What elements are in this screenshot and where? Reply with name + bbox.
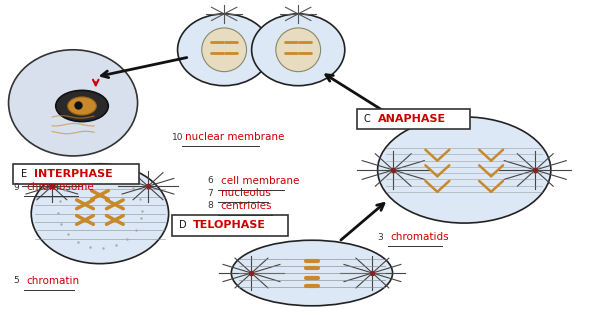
FancyBboxPatch shape [172, 215, 288, 236]
Text: nucleolus: nucleolus [221, 188, 271, 198]
Ellipse shape [56, 90, 108, 122]
Ellipse shape [68, 97, 97, 115]
Text: INTERPHASE: INTERPHASE [34, 169, 113, 179]
Text: 6: 6 [208, 176, 213, 186]
Text: 9: 9 [13, 183, 19, 192]
Ellipse shape [31, 164, 169, 264]
Ellipse shape [377, 117, 551, 223]
FancyBboxPatch shape [357, 109, 470, 129]
Ellipse shape [232, 240, 392, 306]
FancyBboxPatch shape [13, 164, 139, 184]
Ellipse shape [8, 50, 137, 156]
Text: nuclear membrane: nuclear membrane [185, 132, 284, 142]
Text: 5: 5 [13, 276, 19, 285]
Text: 10: 10 [172, 133, 183, 142]
Text: C: C [364, 114, 371, 124]
Text: 8: 8 [208, 201, 213, 210]
Text: centrioles: centrioles [221, 201, 272, 211]
Text: chromosome: chromosome [26, 182, 94, 192]
Ellipse shape [251, 14, 345, 86]
Text: E: E [20, 169, 26, 179]
Text: ANAPHASE: ANAPHASE [377, 114, 446, 124]
Text: chromatids: chromatids [391, 232, 449, 242]
Text: chromatin: chromatin [26, 276, 80, 286]
Text: cell membrane: cell membrane [221, 176, 299, 186]
Ellipse shape [178, 14, 271, 86]
Text: 3: 3 [377, 232, 383, 242]
Ellipse shape [276, 28, 320, 72]
Text: TELOPHASE: TELOPHASE [193, 220, 265, 230]
Ellipse shape [202, 28, 247, 72]
Text: D: D [179, 220, 187, 230]
Text: 7: 7 [208, 189, 213, 198]
